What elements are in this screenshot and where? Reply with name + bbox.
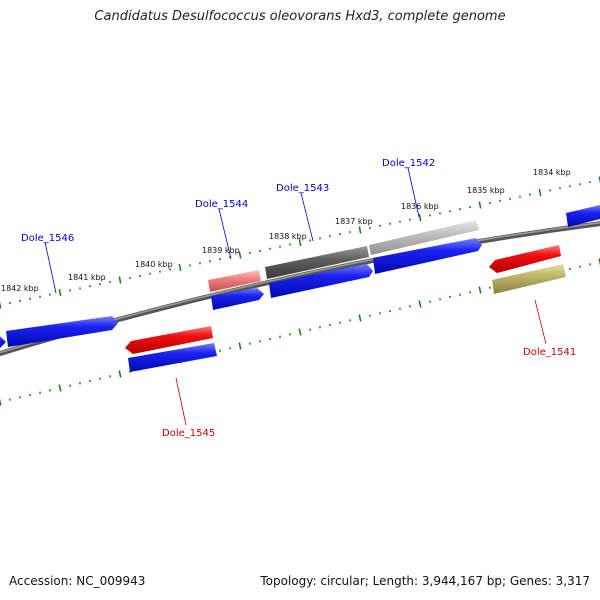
major-tick — [238, 342, 242, 350]
accession-text: Accession: NC_009943 — [9, 574, 146, 588]
scale-labels: 1834 kbp 1835 kbp 1836 kbp 1837 kbp 1838… — [1, 168, 571, 293]
gene-feature[interactable] — [125, 326, 213, 354]
gene-feature[interactable] — [265, 246, 369, 279]
forward-strand-features — [0, 205, 600, 348]
genome-stats-text: Topology: circular; Length: 3,944,167 bp… — [260, 574, 590, 588]
gene-label-dole-1546[interactable]: Dole_1546 — [21, 233, 74, 244]
scale-label: 1841 kbp — [68, 273, 106, 282]
reverse-strand-features — [125, 245, 566, 372]
major-tick — [478, 286, 482, 294]
gene-label-dole-1543[interactable]: Dole_1543 — [276, 183, 329, 194]
gene-label-dole-1544[interactable]: Dole_1544 — [195, 199, 248, 210]
genome-title: Candidatus Desulfococcus oleovorans Hxd3… — [94, 9, 506, 24]
gene-label-dole-1541[interactable]: Dole_1541 — [523, 347, 576, 358]
major-tick — [58, 384, 62, 392]
scale-label: 1840 kbp — [135, 260, 173, 269]
major-tick — [598, 258, 600, 266]
major-tick — [58, 288, 62, 297]
major-tick — [418, 213, 422, 222]
major-tick — [358, 226, 362, 234]
gene-feature[interactable] — [128, 343, 217, 372]
major-tick — [298, 328, 302, 336]
major-tick — [478, 201, 482, 209]
gene-feature[interactable] — [369, 220, 479, 255]
major-tick — [118, 370, 122, 378]
major-tick — [178, 263, 182, 272]
major-tick — [118, 276, 122, 284]
major-tick — [0, 398, 2, 406]
gene-feature[interactable] — [492, 264, 566, 294]
scale-label: 1842 kbp — [1, 284, 39, 293]
major-tick — [358, 314, 362, 322]
scale-label: 1834 kbp — [533, 168, 571, 177]
major-tick — [298, 238, 302, 247]
gene-feature[interactable] — [269, 264, 373, 298]
scale-label: 1837 kbp — [335, 217, 373, 226]
scale-label: 1839 kbp — [202, 246, 240, 255]
gene-feature[interactable] — [208, 270, 261, 292]
scale-label: 1838 kbp — [269, 232, 307, 241]
gene-label-dole-1542[interactable]: Dole_1542 — [382, 158, 435, 169]
gene-feature[interactable] — [489, 245, 561, 273]
gene-label-dole-1545[interactable]: Dole_1545 — [162, 428, 215, 439]
major-tick — [418, 300, 422, 308]
gene-feature[interactable] — [6, 316, 118, 347]
gene-feature[interactable] — [0, 336, 6, 348]
gene-feature[interactable] — [211, 288, 264, 310]
major-tick — [238, 251, 242, 259]
major-tick — [0, 301, 2, 309]
scale-label: 1835 kbp — [467, 186, 505, 195]
gene-feature[interactable] — [373, 238, 482, 274]
gene-labels: Dole_1541 Dole_1542 Dole_1543 Dole_1544 … — [21, 158, 576, 439]
major-tick — [538, 188, 542, 197]
scale-label: 1836 kbp — [401, 202, 439, 211]
gene-feature[interactable] — [566, 205, 600, 227]
outer-tick-scale — [0, 176, 600, 309]
